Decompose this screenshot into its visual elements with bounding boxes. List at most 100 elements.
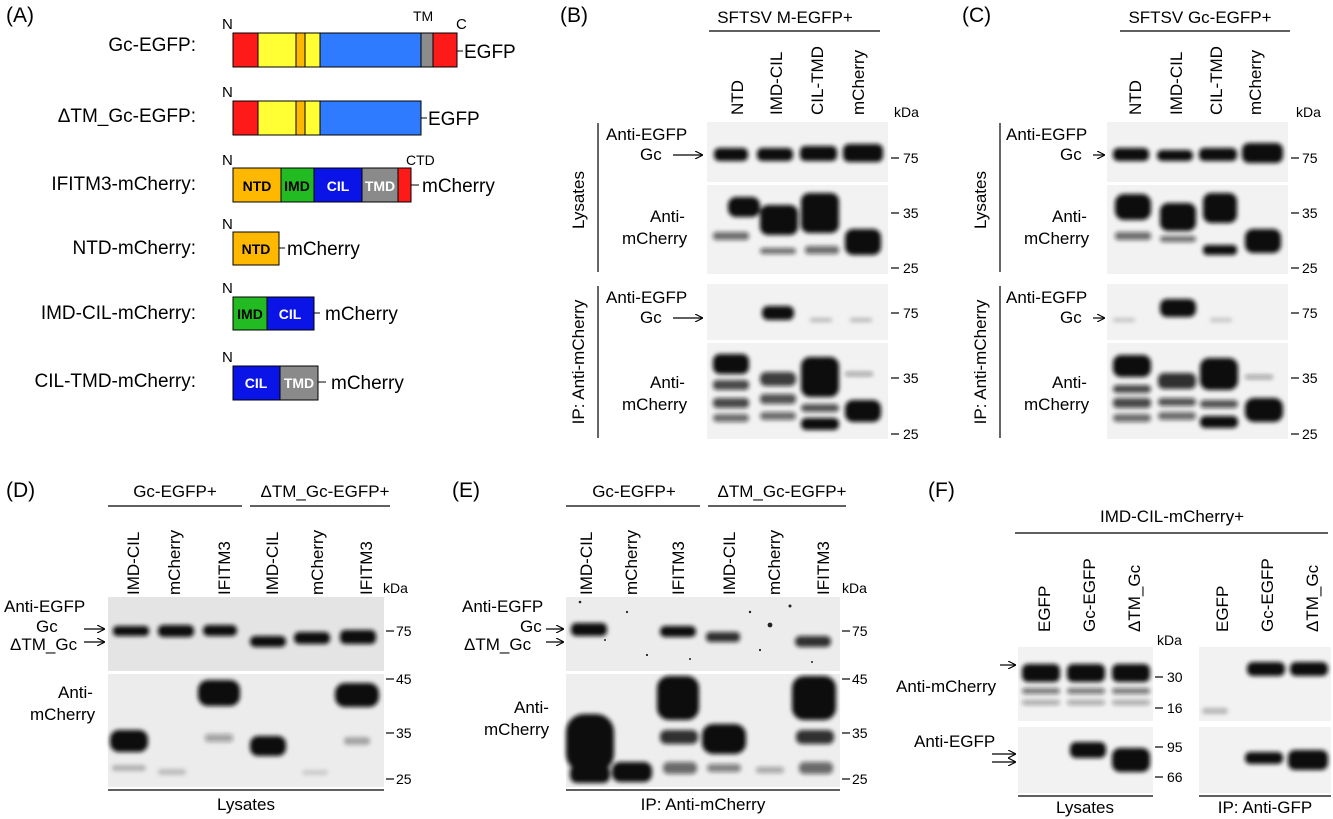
kda-label: kDa: [1157, 632, 1182, 648]
anti-egfp-label: Anti-EGFP: [606, 125, 687, 144]
ntd-domain-label: NTD: [243, 178, 272, 194]
marker-label: 30: [1167, 669, 1183, 685]
lane-label: mCherry: [1246, 49, 1265, 115]
footer-label: IP: Anti-mCherry: [641, 795, 766, 814]
panel-b-header: SFTSV M-EGFP+: [717, 8, 853, 27]
egfp-tag-label: EGFP: [464, 42, 516, 63]
footer-label: Lysates: [217, 795, 275, 814]
mcherry-label: mCherry: [484, 720, 550, 739]
n-terminus-label: N: [222, 349, 233, 366]
lane-label: mCherry: [622, 529, 641, 595]
imd-cil-mcherry-construct: N IMD CIL mCherry: [222, 280, 398, 331]
cil-domain-label: CIL: [279, 306, 302, 322]
mcherry-tag-label: mCherry: [287, 239, 360, 260]
gc-label: Gc: [36, 617, 58, 636]
anti-egfp-label: Anti-EGFP: [1006, 125, 1087, 144]
construct-label-gc-egfp: Gc-EGFP:: [108, 35, 196, 56]
panel-label-d: (D): [6, 479, 35, 502]
marker-label: 25: [1302, 426, 1318, 442]
lane-label: IFITM3: [215, 541, 234, 595]
marker-label: 45: [852, 671, 868, 687]
anti-egfp-label: Anti-EGFP: [914, 732, 995, 751]
imd-domain-label: IMD: [284, 178, 310, 194]
mcherry-tag-label: mCherry: [422, 176, 495, 197]
tmd-domain-label: TMD: [284, 375, 314, 391]
blot-anti-egfp: [108, 597, 384, 671]
mcherry-label: mCherry: [30, 705, 96, 724]
marker-label: 35: [852, 725, 868, 741]
marker-label: 75: [903, 305, 919, 321]
lane-label: ΔTM_Gc: [1303, 564, 1322, 632]
anti-egfp-label: Anti-EGFP: [4, 597, 85, 616]
marker-label: 75: [903, 150, 919, 166]
kda-label: kDa: [894, 104, 919, 120]
lane-label: IMD-CIL: [1167, 52, 1186, 115]
c-terminus-label: C: [456, 16, 467, 33]
marker-label: 25: [396, 771, 412, 787]
anti-egfp-label: Anti-EGFP: [606, 288, 687, 307]
anti-label: Anti-: [1052, 207, 1087, 226]
dtm-gc-label: ΔTM_Gc: [464, 635, 532, 654]
lane-label: mCherry: [165, 529, 184, 595]
panel-label-f: (F): [928, 479, 955, 502]
panel-b: (B) SFTSV M-EGFP+ NTD IMD-CIL CIL-TMD mC…: [560, 4, 919, 442]
marker-label: 25: [903, 260, 919, 276]
lane-label: mCherry: [765, 529, 784, 595]
egfp-tag-label: EGFP: [428, 109, 480, 130]
gc-label: Gc: [520, 617, 542, 636]
blot-ip-egfp: [707, 284, 888, 340]
marker-label: 45: [396, 671, 412, 687]
mcherry-label: mCherry: [622, 229, 688, 248]
panel-f: (F) IMD-CIL-mCherry+ EGFP Gc-EGFP ΔTM_Gc…: [896, 479, 1331, 817]
marker-label: 25: [852, 771, 868, 787]
lane-label: CIL-TMD: [808, 46, 827, 115]
gc-label: Gc: [640, 308, 662, 327]
lane-label: Gc-EGFP: [1258, 558, 1277, 632]
group2-label: ΔTM_Gc-EGFP+: [718, 482, 847, 501]
construct-label-ntd-mcherry: NTD-mCherry:: [73, 238, 197, 259]
panel-a: (A) Gc-EGFP: ΔTM_Gc-EGFP: IFITM3-mCherry…: [6, 4, 516, 401]
marker-label: 25: [903, 426, 919, 442]
marker-label: 75: [852, 623, 868, 639]
marker-label: 95: [1167, 739, 1183, 755]
gc-egfp-construct: N TM C EGFP: [222, 8, 516, 68]
mcherry-label: mCherry: [1024, 229, 1090, 248]
tm-label: TM: [413, 8, 433, 24]
mcherry-tag-label: mCherry: [331, 373, 404, 394]
construct-label-ifitm3-mcherry: IFITM3-mCherry:: [51, 174, 196, 195]
lane-label: mCherry: [849, 49, 868, 115]
n-terminus-label: N: [222, 84, 233, 101]
ifitm3-mcherry-construct: N CTD NTD IMD CIL TMD mCherry: [222, 152, 495, 203]
anti-label: Anti-: [58, 683, 93, 702]
marker-label: 66: [1167, 769, 1183, 785]
mcherry-tag-label: mCherry: [325, 304, 398, 325]
gc-label: Gc: [640, 145, 662, 164]
lane-label: IMD-CIL: [124, 532, 143, 595]
lane-label: ΔTM_Gc: [1125, 564, 1144, 632]
lane-label: IMD-CIL: [720, 532, 739, 595]
anti-egfp-label: Anti-EGFP: [1006, 288, 1087, 307]
lane-label: Gc-EGFP: [1080, 558, 1099, 632]
lane-label: IFITM3: [669, 541, 688, 595]
kda-label: kDa: [842, 580, 867, 596]
panel-label-b: (B): [560, 4, 588, 27]
anti-egfp-label: Anti-EGFP: [462, 597, 543, 616]
construct-label-imd-cil-mcherry: IMD-CIL-mCherry:: [41, 303, 196, 324]
gc-label: Gc: [1060, 308, 1082, 327]
anti-label: Anti-: [1052, 373, 1087, 392]
lane-label: NTD: [728, 80, 747, 115]
n-terminus-label: N: [222, 152, 233, 169]
lysates-label: Lysates: [569, 171, 588, 229]
construct-label-dtm-gc-egfp: ΔTM_Gc-EGFP:: [58, 106, 196, 127]
lane-label: mCherry: [308, 529, 327, 595]
panel-f-header: IMD-CIL-mCherry+: [1100, 507, 1244, 526]
anti-mcherry-label: Anti-mCherry: [896, 677, 997, 696]
blot-ip-egfp: [1107, 284, 1288, 340]
panel-label-a: (A): [6, 4, 34, 27]
kda-label: kDa: [1296, 104, 1321, 120]
panel-d: (D) Gc-EGFP+ ΔTM_Gc-EGFP+ IMD-CIL mCherr…: [4, 479, 412, 814]
lane-label: NTD: [1126, 80, 1145, 115]
blot-lysate-mcherry: [1018, 647, 1153, 721]
dtm-gc-egfp-construct: N EGFP: [222, 84, 480, 136]
